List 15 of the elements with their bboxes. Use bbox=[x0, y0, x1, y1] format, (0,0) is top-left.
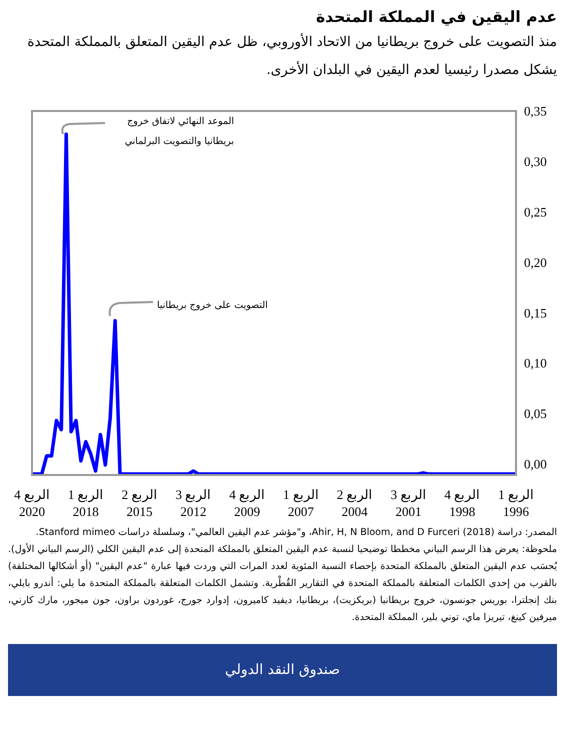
y-tick-label: 0,35 bbox=[524, 104, 547, 119]
y-tick-label: 0,00 bbox=[524, 456, 547, 472]
y-tick-label: 0,15 bbox=[524, 305, 547, 320]
y-tick-label: 0,30 bbox=[524, 154, 547, 170]
annotation: التصويت على خروج بريطانيا bbox=[157, 299, 269, 313]
text: ملحوظة: يعرض هذا الرسم البياني مخططا توضيحيا لنسبة عدم اليقين المتعلق بالمملكة المتحدة إلى عدم اليقين الكلي (الرسم البياني الأول). يُحسَب عدم اليقين المتعلق بالمملكة المتحدة بإحصاء النسبة المئوية لعدد المرات التي وردت فيها عبارة "عدم اليقين" (أو أشكالها المختلفة) بالقرب من إحدى الكلمات المتعلقة بالمملكة المتحدة في التقارير القُطْرية. وتشمل الكلمات المتعلقة بالمملكة المتحدة ما يلي: أندرو بايلي، بنك إنجلترا، بوريس جونسون، خروج بريطانيا (بريكزيت)، بريطانيا، ديفيد كاميرون، إدوارد جورج، غوردون براون، جون ميجور، مارك كارني، ميرفين كينغ، تيريزا ماي، توني بلير، المملكة المتحدة. bbox=[8, 542, 557, 625]
y-tick-label: 0,25 bbox=[524, 204, 547, 220]
chart-title: عدم اليقين في المملكة المتحدة bbox=[315, 8, 557, 26]
text: المصدر: دراسة Ahir, H, N Bloom, and D Furceri (2018)، و"مؤشر عدم اليقين العالمي"، وسلسلة دراسات Stanford mimeo. bbox=[34, 526, 557, 540]
y-tick-label: 0,05 bbox=[524, 406, 547, 422]
y-tick-label: 0,20 bbox=[524, 254, 547, 270]
chart-subtitle: منذ التصويت على خروج بريطانيا من الاتحاد الأوروبي، ظل عدم اليقين المتعلق بالمملكة المتحدة يشكل مصدرا رئيسيا لعدم اليقين في البلدان الأخرى. bbox=[26, 32, 557, 80]
annotation: الموعد النهائي لاتفاق خروج بريطانيا والتصويت البرلماني bbox=[124, 115, 234, 149]
y-tick-label: 0,10 bbox=[524, 356, 547, 371]
text: صندوق النقد الدولي bbox=[8, 644, 557, 696]
